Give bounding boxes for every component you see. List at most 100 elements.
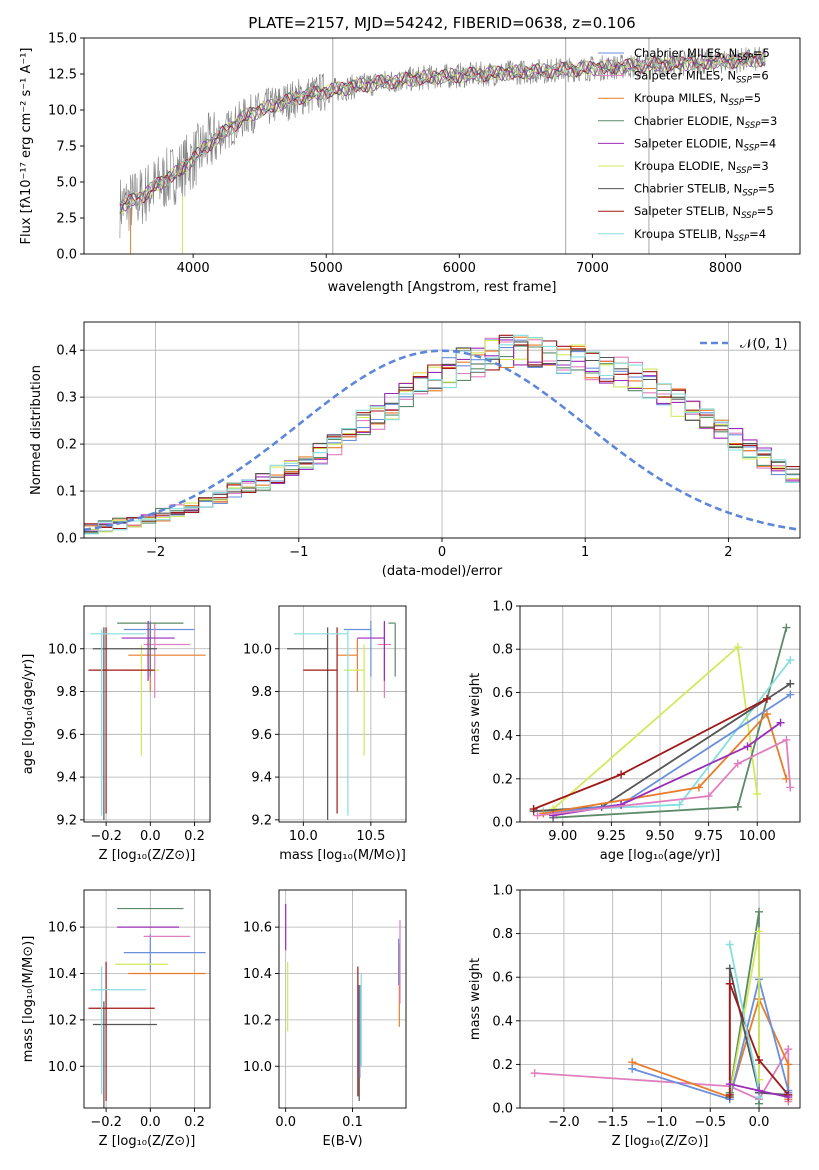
marker-chabrier_stelib — [786, 679, 795, 688]
x-tick-label: 0 — [438, 545, 446, 560]
y-tick-label: 0.8 — [492, 927, 513, 942]
marker-salpeter_stelib — [725, 1090, 734, 1099]
panel-age_vs_mass: 10.0 10.5 9.2 9.4 9.6 9.8 10.0 mass [log₁₀(M/M⊙… — [243, 605, 407, 863]
y-tick-label: 7.5 — [56, 140, 77, 155]
x-tick-label: 10.5 — [356, 829, 385, 844]
marker-salpeter_miles — [530, 1069, 539, 1078]
y-tick-label: 10.2 — [243, 1013, 272, 1028]
legend-label-chabrier_stelib: Chabrier STELIB, NSSP=5 — [634, 182, 775, 199]
y-tick-label: 0.0 — [56, 532, 77, 547]
y-tick-label: 9.2 — [56, 813, 77, 828]
y-axis-label: mass weight — [468, 673, 483, 755]
marker-salpeter_stelib — [529, 805, 538, 814]
x-tick-label: 7000 — [576, 261, 609, 276]
marker-salpeter_stelib — [617, 770, 626, 779]
x-tick-label: 0.0 — [749, 1115, 770, 1130]
y-tick-label: 0.2 — [492, 772, 513, 787]
y-tick-label: 2.5 — [56, 212, 77, 227]
y-tick-label: 5.0 — [56, 176, 77, 191]
panel-mass_vs_Z: −0.2 0.0 0.2 10.0 10.2 10.4 10.6 Z [log₁₀(Z/Z⊙)… — [21, 889, 211, 1149]
x-tick-label: 9.25 — [597, 829, 626, 844]
panel-spectrum: Chabrier MILES, NSSP=5 Salpeter MILES, NS… — [19, 14, 801, 295]
marker-salpeter_miles — [704, 792, 713, 801]
x-axis-label: wavelength [Angstrom, rest frame] — [328, 280, 557, 295]
x-tick-label: −0.2 — [90, 829, 122, 844]
y-axis-label: mass [log₁₀(M/M⊙)] — [21, 936, 36, 1063]
x-tick-label: 9.50 — [646, 829, 675, 844]
y-axis-label: Normed distribution — [29, 365, 44, 495]
y-tick-label: 9.8 — [251, 685, 272, 700]
panel-massweight_vs_age: 9.00 9.25 9.50 9.75 10.00 0.0 0.2 0.4 0.6 0.8 1.0 a… — [468, 600, 801, 863]
x-tick-label: −1.0 — [646, 1115, 678, 1130]
y-tick-label: 0.4 — [492, 1014, 513, 1029]
y-tick-label: 0.6 — [492, 971, 513, 986]
plot-area — [287, 620, 396, 820]
marker-kroupa_elodie — [733, 643, 742, 652]
plot-area — [119, 38, 766, 254]
marker-salpeter_elodie — [755, 1086, 764, 1095]
series-chabrier_elodie — [553, 627, 788, 819]
model-chabrier_stelib — [119, 52, 766, 215]
marker-chabrier_miles — [786, 690, 795, 699]
x-axis-label: Z [log₁₀(Z/Z⊙)] — [99, 1134, 196, 1149]
series-kroupa_miles — [543, 712, 788, 815]
y-tick-label: 0.0 — [56, 248, 77, 263]
x-tick-label: 5000 — [310, 261, 343, 276]
legend-label-kroupa_elodie: Kroupa ELODIE, NSSP=3 — [634, 159, 769, 176]
y-tick-label: 0.4 — [56, 344, 77, 359]
marker-kroupa_elodie — [753, 789, 762, 798]
legend-label-salpeter_stelib: Salpeter STELIB, NSSP=5 — [634, 204, 774, 221]
panel-age_vs_Z: −0.2 0.0 0.2 9.2 9.4 9.6 9.8 10.0 Z [log₁₀(Z/Z⊙)… — [21, 605, 211, 863]
plot-area — [88, 620, 206, 820]
y-tick-label: 0.6 — [492, 686, 513, 701]
legend-label-kroupa_miles: Kroupa MILES, NSSP=5 — [634, 91, 761, 108]
panel-residuals: 𝒩(0, 1) −2 −1 0 1 2 0.0 0.1 0.2 0.3 0.4 (data-model… — [29, 321, 801, 579]
x-axis-label: Z [log₁₀(Z/Z⊙)] — [612, 1134, 709, 1149]
marker-salpeter_elodie — [617, 800, 626, 809]
series-chabrier_miles — [543, 693, 791, 815]
x-tick-label: 6000 — [443, 261, 476, 276]
x-tick-label: 2 — [724, 545, 732, 560]
plot-area — [88, 907, 206, 1108]
y-tick-label: 10.0 — [48, 1060, 77, 1075]
marker-salpeter_miles — [782, 735, 791, 744]
marker-chabrier_stelib — [725, 964, 734, 973]
y-axis-label: Flux [fλ10⁻¹⁷ erg cm⁻² s⁻¹ A⁻¹] — [19, 48, 34, 245]
y-tick-label: 0.0 — [492, 1102, 513, 1117]
y-tick-label: 9.4 — [251, 771, 272, 786]
hist-kroupa_stelib — [84, 334, 800, 535]
marker-chabrier_elodie — [782, 623, 791, 632]
panel-massweight_vs_Z: −2.0 −1.5 −1.0 −0.5 0.0 0.0 0.2 0.4 0.6 0.8 1.0 Z [… — [468, 884, 801, 1149]
figure-title: PLATE=2157, MJD=54242, FIBERID=0638, z=0… — [248, 14, 635, 32]
marker-salpeter_stelib — [762, 694, 771, 703]
normal-curve — [84, 349, 800, 532]
marker-kroupa_stelib — [675, 800, 684, 809]
x-tick-label: 0.1 — [342, 1115, 363, 1130]
marker-kroupa_miles — [784, 1060, 793, 1069]
y-tick-label: 9.6 — [56, 728, 77, 743]
legend-label-salpeter_miles: Salpeter MILES, NSSP=6 — [634, 69, 769, 86]
x-tick-label: 9.00 — [548, 829, 577, 844]
x-tick-label: −2 — [146, 545, 165, 560]
y-tick-label: 10.6 — [243, 921, 272, 936]
marker-salpeter_elodie — [725, 1080, 734, 1089]
legend-label-chabrier_elodie: Chabrier ELODIE, NSSP=3 — [634, 114, 777, 131]
marker-chabrier_miles — [628, 1064, 637, 1073]
series-kroupa_elodie — [552, 645, 759, 810]
x-axis-label: Z [log₁₀(Z/Z⊙)] — [99, 848, 196, 863]
model-salpeter_elodie — [119, 51, 766, 212]
x-tick-label: 0.0 — [140, 829, 161, 844]
y-tick-label: 1.0 — [492, 884, 513, 899]
y-tick-label: 0.0 — [492, 816, 513, 831]
y-tick-label: 9.2 — [251, 813, 272, 828]
marker-salpeter_miles — [784, 1045, 793, 1054]
y-tick-label: 9.6 — [251, 728, 272, 743]
y-tick-label: 0.2 — [492, 1058, 513, 1073]
x-tick-label: 8000 — [709, 261, 742, 276]
y-tick-label: 10.2 — [48, 1013, 77, 1028]
y-tick-label: 9.4 — [56, 771, 77, 786]
x-axis-label: E(B-V) — [322, 1134, 362, 1149]
x-axis-label: mass [log₁₀(M/M⊙)] — [279, 848, 406, 863]
panel-mass_vs_EBV: 0.0 0.1 10.0 10.2 10.4 10.6 E(B-V) — [243, 889, 407, 1149]
y-tick-label: 9.8 — [56, 685, 77, 700]
